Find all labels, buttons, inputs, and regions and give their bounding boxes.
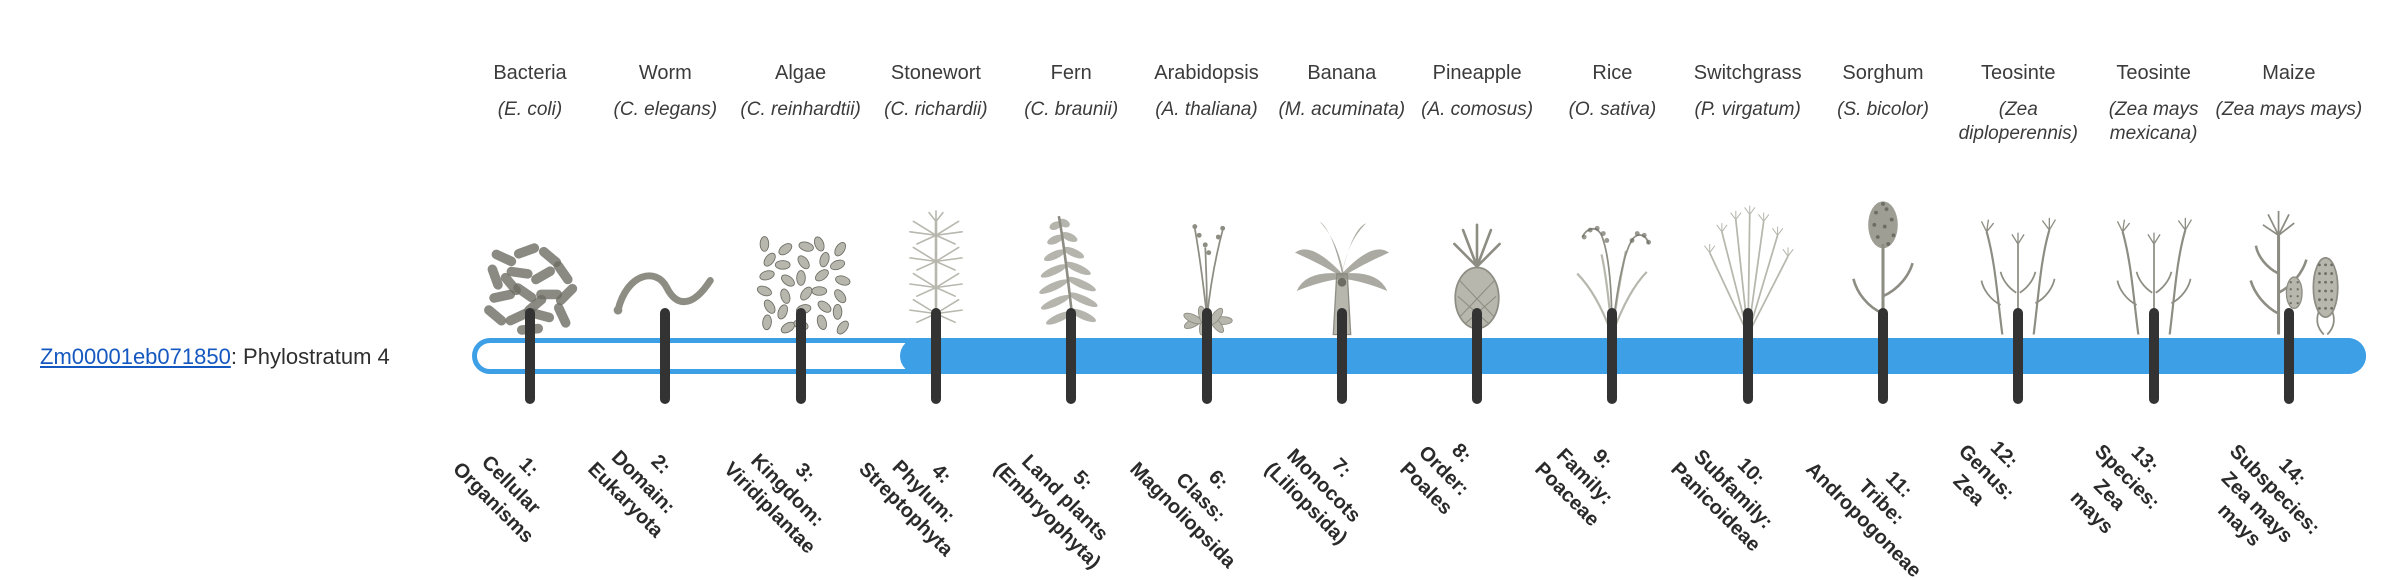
timeline-tick bbox=[2148, 308, 2159, 404]
stage-label: 2: Domain: Eukaryota bbox=[583, 446, 680, 543]
stage-label: 1: Cellular Organisms bbox=[448, 451, 545, 548]
organism-column: Pineapple (A. comosus) bbox=[1402, 60, 1552, 330]
organism-common-name: Pineapple bbox=[1432, 62, 1522, 84]
organism-scientific-name: (C. reinhardtii) bbox=[740, 99, 861, 120]
organism-column: Sorghum (S. bicolor) bbox=[1808, 60, 1958, 335]
timeline-tick bbox=[1472, 308, 1483, 404]
gene-label: Zm00001eb071850: Phylostratum 4 bbox=[40, 344, 390, 370]
stage-label: 13: Species: Zea mays bbox=[2065, 440, 2164, 539]
organism-common-name: Teosinte bbox=[1981, 62, 2056, 84]
organism-column: Worm (C. elegans) bbox=[590, 60, 740, 315]
organism-common-name: Sorghum bbox=[1842, 62, 1924, 84]
worm-icon bbox=[590, 186, 740, 338]
stage-label: 11: Tribe: Andropogoneae bbox=[1801, 458, 1926, 580]
organism-common-name: Stonewort bbox=[890, 62, 981, 84]
organism-common-name: Arabidopsis bbox=[1154, 62, 1259, 84]
algae-icon bbox=[726, 186, 876, 338]
organism-common-name: Rice bbox=[1592, 62, 1633, 84]
stage-label: 7: Monocots (Liliopsida) bbox=[1260, 444, 1365, 550]
bacteria-icon bbox=[455, 186, 605, 338]
timeline-tick bbox=[1607, 308, 1618, 404]
organism-common-name: Maize bbox=[2262, 62, 2316, 84]
timeline-bar-fill bbox=[899, 338, 2366, 374]
gene-phylostratum-text: : Phylostratum 4 bbox=[230, 344, 390, 369]
organism-scientific-name: (O. sativa) bbox=[1568, 99, 1657, 120]
banana-icon bbox=[1267, 186, 1417, 338]
organism-column: Teosinte (Zea diploperennis) bbox=[1943, 60, 2093, 335]
timeline-tick bbox=[1201, 308, 1212, 404]
organism-scientific-name: (Zea diploperennis) bbox=[1958, 99, 2078, 144]
timeline-tick bbox=[525, 308, 535, 404]
organism-column: Teosinte (Zea mays mexicana) bbox=[2079, 60, 2229, 335]
organism-common-name: Banana bbox=[1307, 62, 1377, 84]
timeline-tick bbox=[1066, 308, 1077, 404]
organism-common-name: Fern bbox=[1050, 62, 1092, 84]
timeline-tick bbox=[2283, 308, 2294, 404]
organism-scientific-name: (C. braunii) bbox=[1024, 99, 1119, 120]
organism-column: Arabidopsis (A. thaliana) bbox=[1132, 60, 1282, 336]
organism-scientific-name: (M. acuminata) bbox=[1278, 99, 1406, 120]
organism-common-name: Teosinte bbox=[2116, 62, 2191, 84]
organism-common-name: Algae bbox=[775, 62, 827, 84]
organism-scientific-name: (A. thaliana) bbox=[1155, 99, 1258, 120]
organism-column: Bacteria (E. coli) bbox=[455, 60, 605, 335]
organism-common-name: Bacteria bbox=[493, 62, 567, 84]
organism-column: Maize (Zea mays mays) bbox=[2214, 60, 2364, 336]
teosinte-icon bbox=[2079, 186, 2229, 338]
stage-label: 6: Class: Magnoliopsida bbox=[1124, 458, 1240, 573]
timeline-tick bbox=[795, 308, 806, 404]
stage-label: 10: Subfamily: Panicoideae bbox=[1666, 445, 1777, 557]
organism-scientific-name: (C. elegans) bbox=[613, 99, 718, 120]
stonewort-icon bbox=[861, 186, 1011, 338]
organism-scientific-name: (C. richardii) bbox=[884, 99, 988, 120]
organism-column: Fern (C. braunii) bbox=[996, 60, 1146, 335]
organism-column: Switchgrass (P. virgatum) bbox=[1673, 60, 1823, 335]
timeline-tick bbox=[1878, 308, 1888, 404]
organism-scientific-name: (S. bicolor) bbox=[1837, 99, 1929, 120]
stage-label: 9: Family: Poaceae bbox=[1530, 444, 1618, 532]
organism-scientific-name: (A. comosus) bbox=[1421, 99, 1534, 120]
maize-icon bbox=[2214, 186, 2364, 338]
organism-column: Algae (C. reinhardtii) bbox=[726, 60, 876, 335]
timeline-tick bbox=[660, 308, 671, 404]
timeline-tick bbox=[1742, 308, 1753, 404]
organism-scientific-name: (Zea mays mays) bbox=[2215, 99, 2363, 120]
organism-column: Rice (O. sativa) bbox=[1537, 60, 1687, 335]
pineapple-icon bbox=[1402, 186, 1552, 338]
organism-common-name: Worm bbox=[638, 62, 692, 84]
stage-label: 3: Kingdom: Viridiplantae bbox=[718, 449, 828, 559]
stage-label: 8: Order: Poales bbox=[1395, 439, 1476, 520]
timeline-tick bbox=[2013, 308, 2024, 404]
stage-label: 12: Genus: Zea bbox=[1948, 436, 2023, 511]
timeline-tick bbox=[1336, 308, 1347, 404]
organism-scientific-name: (E. coli) bbox=[497, 99, 563, 120]
stage-label: 14: Subspecies: Zea mays mays bbox=[2213, 440, 2324, 552]
organism-scientific-name: (Zea mays mexicana) bbox=[2108, 99, 2199, 144]
timeline-tick bbox=[930, 308, 941, 404]
gene-link[interactable]: Zm00001eb071850 bbox=[40, 344, 231, 369]
organism-column: Banana (M. acuminata) bbox=[1267, 60, 1417, 336]
stage-label: 5: Land plants (Embryophyta) bbox=[989, 450, 1113, 574]
stage-label: 4: Phylum: Streptophyta bbox=[854, 456, 960, 561]
organism-column: Stonewort (C. richardii) bbox=[861, 60, 1011, 336]
organism-scientific-name: (P. virgatum) bbox=[1694, 99, 1801, 120]
organism-common-name: Switchgrass bbox=[1693, 62, 1802, 84]
sorghum-icon bbox=[1808, 186, 1958, 338]
